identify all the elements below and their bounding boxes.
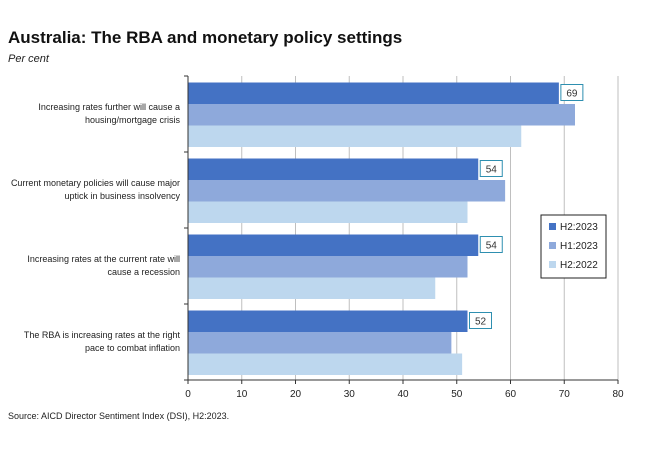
data-label: 52 <box>475 317 487 328</box>
category-label-line: cause a recession <box>107 267 180 277</box>
category-label-line: Current monetary policies will cause maj… <box>11 178 180 188</box>
bar <box>188 125 522 147</box>
bar <box>188 82 559 104</box>
category-label-line: The RBA is increasing rates at the right <box>24 330 181 340</box>
category-label-line: housing/mortgage crisis <box>85 115 181 125</box>
tick-labels: 0 10 20 30 40 50 60 70 80 <box>185 389 624 400</box>
legend-label: H2:2022 <box>560 260 598 271</box>
category-label-line: pace to combat inflation <box>85 343 180 353</box>
bars <box>188 82 575 375</box>
data-label-box <box>479 160 503 177</box>
data-label-box <box>560 84 584 101</box>
bar <box>188 332 452 354</box>
legend-swatch <box>549 261 556 268</box>
bar <box>188 310 468 332</box>
legend-swatch <box>549 242 556 249</box>
x-tick-label: 40 <box>397 389 409 400</box>
bar <box>188 180 506 202</box>
data-label-box <box>469 312 492 329</box>
legend: H2:2023 H1:2023 H2:2022 <box>540 214 607 279</box>
bar <box>188 277 436 299</box>
legend-swatch <box>549 223 556 230</box>
chart-title: Australia: The RBA and monetary policy s… <box>8 28 403 47</box>
data-label: 54 <box>486 165 498 176</box>
bar <box>188 353 463 375</box>
x-tick-label: 0 <box>185 389 191 400</box>
source-note: Source: AICD Director Sentiment Index (D… <box>8 411 230 421</box>
x-tick-label: 30 <box>344 389 356 400</box>
bar <box>188 256 468 278</box>
x-tick-label: 10 <box>236 389 248 400</box>
bar <box>188 158 479 180</box>
category-label: Increasing rates at the current rate wil… <box>27 254 180 277</box>
bar <box>188 234 479 256</box>
legend-label: H1:2023 <box>560 241 598 252</box>
data-label: 69 <box>566 89 578 100</box>
category-label: The RBA is increasing rates at the right… <box>24 330 181 353</box>
data-label-box <box>479 236 503 253</box>
x-tick-label: 50 <box>451 389 463 400</box>
category-label-line: Increasing rates at the current rate wil… <box>27 254 180 264</box>
category-label: Increasing rates further will cause a hou… <box>38 102 180 125</box>
x-tick-label: 20 <box>290 389 302 400</box>
category-label: Current monetary policies will cause maj… <box>11 178 181 201</box>
x-tick-label: 60 <box>505 389 517 400</box>
category-label-line: Increasing rates further will cause a <box>38 102 180 112</box>
category-labels: Increasing rates further will cause a hou… <box>11 102 181 353</box>
axes <box>184 75 619 384</box>
bar <box>188 201 468 223</box>
chart-subtitle: Per cent <box>8 53 49 65</box>
data-label: 54 <box>486 241 498 252</box>
data-labels: 69 54 54 52 <box>469 84 584 329</box>
x-tick-label: 70 <box>559 389 571 400</box>
category-label-line: uptick in business insolvency <box>64 191 180 201</box>
legend-label: H2:2023 <box>560 222 598 233</box>
x-tick-label: 80 <box>612 389 624 400</box>
bar <box>188 104 575 126</box>
